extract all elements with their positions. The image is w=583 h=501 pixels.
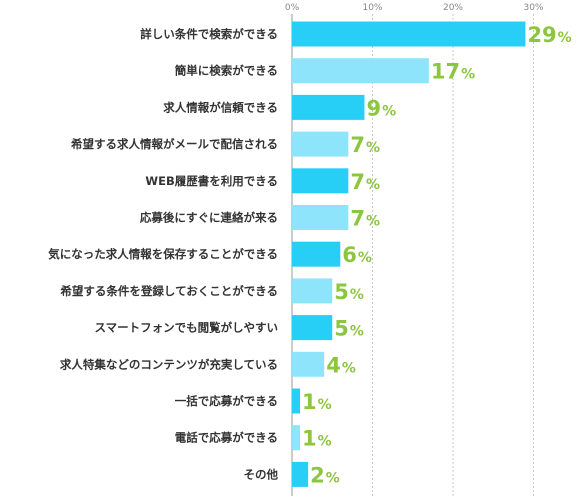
bar-13 xyxy=(292,461,309,487)
category-label-7: 気になった求人情報を保存することができる xyxy=(48,247,278,261)
category-label-13: その他 xyxy=(244,467,279,481)
category-label-6: 応募後にすぐに連絡が来る xyxy=(140,211,278,225)
value-label-7: 6% xyxy=(342,243,372,267)
value-label-8: 5% xyxy=(334,280,364,304)
x-tick-label-0: 0% xyxy=(285,3,300,13)
value-label-5: 7% xyxy=(350,170,380,194)
bar-11 xyxy=(292,388,301,414)
value-label-9: 5% xyxy=(334,317,364,341)
category-label-4: 希望する求人情報がメールで配信される xyxy=(70,137,278,151)
category-label-5: WEB履歴書を利用できる xyxy=(145,174,278,188)
category-label-10: 求人特集などのコンテンツが充実している xyxy=(60,357,278,371)
value-label-11: 1% xyxy=(302,390,332,414)
bar-9 xyxy=(292,315,333,341)
x-tick-label-20: 20% xyxy=(443,3,463,13)
category-label-9: スマートフォンでも閲覧がしやすい xyxy=(94,321,278,335)
bar-1 xyxy=(292,21,526,47)
bar-6 xyxy=(292,205,349,230)
value-label-2: 17% xyxy=(431,60,475,84)
category-labels: 詳しい条件で検索ができる簡単に検索ができる求人情報が信頼できる希望する求人情報が… xyxy=(48,27,278,481)
value-labels: 29% 17% 9% 7% 7% 7% 6% 5% 5% 4% 1% 1% 2% xyxy=(302,23,572,487)
category-label-2: 簡単に検索ができる xyxy=(174,64,278,78)
bar-8 xyxy=(292,278,333,304)
category-label-3: 求人情報が信頼できる xyxy=(163,100,278,114)
value-label-1: 29% xyxy=(527,23,571,47)
value-label-12: 1% xyxy=(302,427,332,451)
value-label-3: 9% xyxy=(366,96,396,120)
category-label-1: 詳しい条件で検索ができる xyxy=(140,27,278,41)
bar-4 xyxy=(292,131,349,157)
bar-2 xyxy=(292,58,429,84)
category-label-12: 電話で応募ができる xyxy=(175,431,278,445)
bar-10 xyxy=(292,351,325,377)
category-label-11: 一括で応募ができる xyxy=(175,394,278,408)
category-label-8: 希望する条件を登録しておくことができる xyxy=(59,284,278,298)
bar-12 xyxy=(292,425,301,451)
value-label-10: 4% xyxy=(326,353,356,377)
x-axis-ticks: 0% 10% 20% 30% xyxy=(285,3,544,13)
bar-3 xyxy=(292,94,365,120)
value-label-4: 7% xyxy=(350,133,380,157)
bar-5 xyxy=(292,168,349,194)
x-tick-label-10: 10% xyxy=(362,3,382,13)
bars xyxy=(292,21,526,487)
value-label-6: 7% xyxy=(350,207,380,231)
x-tick-label-30: 30% xyxy=(523,3,543,13)
bar-7 xyxy=(292,241,341,267)
value-label-13: 2% xyxy=(310,463,340,487)
